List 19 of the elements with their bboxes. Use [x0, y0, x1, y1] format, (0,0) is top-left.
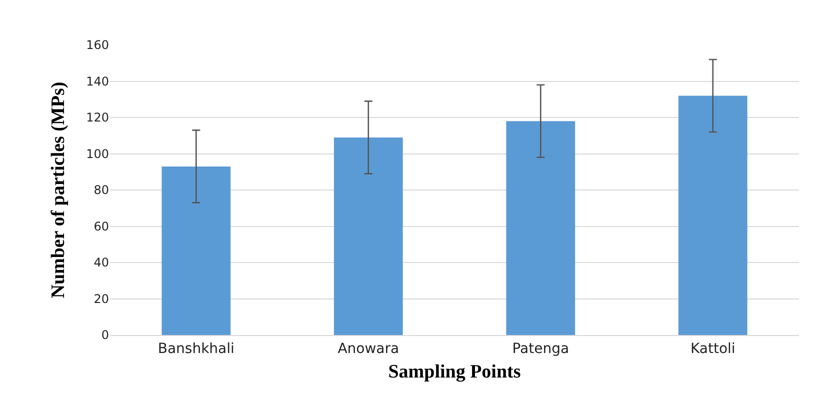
y-tick-label: 100	[86, 146, 109, 161]
x-tick-label: Patenga	[512, 340, 570, 357]
bar	[506, 121, 576, 335]
x-axis-title: Sampling Points	[388, 362, 521, 383]
bar	[678, 96, 748, 335]
y-tick-label: 40	[94, 256, 109, 270]
y-tick-label: 120	[86, 110, 109, 125]
y-tick-label: 80	[94, 183, 109, 198]
y-tick-label: 20	[94, 292, 109, 306]
y-tick-label: 60	[94, 219, 109, 234]
bar	[334, 137, 403, 335]
x-tick-label: Kattoli	[690, 340, 736, 357]
x-tick-label: Banshkhali	[158, 340, 234, 357]
y-tick-label: 160	[86, 38, 109, 52]
x-tick-label: Anowara	[338, 340, 400, 357]
y-axis-title: Number of particles (MPs)	[48, 82, 69, 298]
y-tick-label: 0	[101, 328, 109, 342]
y-tick-label: 140	[86, 74, 109, 88]
bar	[162, 166, 231, 335]
